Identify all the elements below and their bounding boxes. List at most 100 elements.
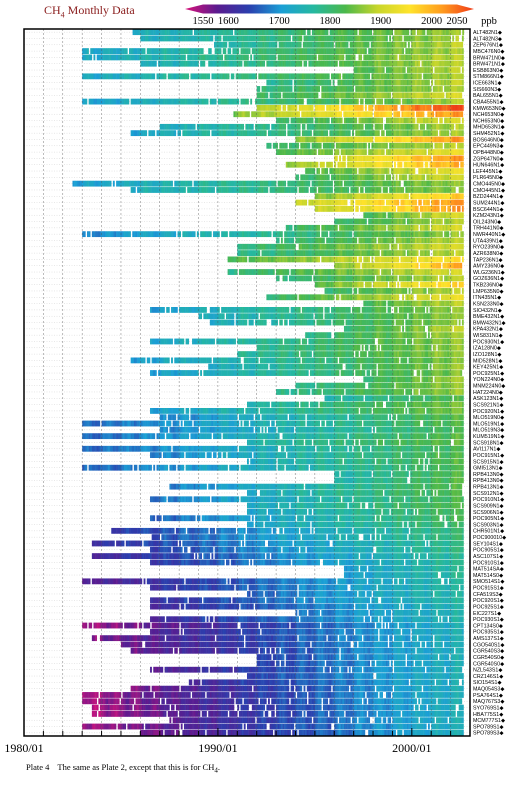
data-cell: [172, 54, 175, 61]
data-cell: [313, 123, 316, 130]
data-cell: [203, 98, 206, 105]
data-cell: [143, 35, 146, 42]
data-cell: [400, 136, 403, 143]
data-cell: [196, 98, 199, 105]
data-cell: [461, 105, 464, 111]
data-cell: [225, 123, 228, 130]
data-cell: [161, 123, 164, 130]
data-cell: [369, 67, 372, 73]
data-cell: [448, 168, 451, 174]
data-cell: [169, 123, 172, 130]
data-cell: [137, 29, 140, 36]
data-cell: [311, 123, 314, 130]
data-cell: [369, 218, 372, 225]
data-cell: [310, 86, 312, 92]
data-cell: [310, 224, 312, 231]
data-cell: [442, 243, 445, 250]
data-cell: [335, 73, 338, 80]
data-cell: [448, 174, 451, 181]
data-cell: [403, 111, 405, 118]
data-cell: [258, 73, 261, 80]
data-cell: [305, 86, 308, 92]
data-cell: [437, 136, 440, 143]
data-cell: [313, 142, 316, 149]
data-cell: [340, 224, 343, 231]
data-cell: [452, 193, 455, 200]
data-cell: [455, 92, 458, 99]
data-cell: [335, 149, 338, 155]
data-cell: [402, 206, 404, 212]
data-cell: [187, 123, 190, 130]
data-cell: [280, 35, 283, 42]
data-cell: [361, 73, 364, 80]
data-cell: [389, 92, 392, 99]
data-cell: [452, 149, 455, 155]
data-cell: [448, 92, 451, 99]
data-cell: [373, 231, 375, 238]
data-cell: [441, 111, 444, 118]
data-cell: [418, 161, 421, 168]
data-cell: [216, 29, 219, 36]
data-cell: [363, 92, 366, 99]
data-cell: [350, 92, 353, 99]
data-cell: [398, 168, 401, 174]
data-cell: [298, 54, 301, 61]
data-cell: [452, 123, 455, 130]
data-cell: [405, 35, 408, 42]
data-cell: [216, 73, 219, 80]
data-cell: [382, 199, 385, 206]
data-cell: [305, 130, 308, 137]
data-cell: [167, 35, 170, 42]
data-cell: [230, 54, 233, 61]
data-cell: [301, 98, 304, 105]
data-cell: [418, 212, 421, 219]
data-cell: [331, 29, 334, 36]
data-cell: [83, 54, 86, 61]
data-cell: [282, 130, 285, 137]
data-cell: [311, 149, 314, 155]
data-cell: [272, 73, 275, 80]
data-cell: [440, 206, 443, 212]
data-cell: [431, 168, 434, 174]
data-cell: [379, 224, 382, 231]
data-cell: [302, 41, 305, 48]
data-cell: [408, 105, 411, 111]
data-cell: [272, 48, 275, 54]
data-cell: [382, 224, 385, 231]
data-cell: [237, 123, 240, 130]
data-cell: [437, 105, 440, 111]
data-cell: [260, 111, 263, 118]
data-cell: [321, 161, 324, 168]
data-cell: [394, 168, 396, 174]
data-cell: [280, 231, 283, 238]
data-cell: [332, 243, 335, 250]
data-cell: [419, 149, 422, 155]
data-cell: [222, 180, 225, 187]
data-cell: [183, 187, 186, 193]
data-cell: [423, 237, 426, 244]
station-row: [314, 206, 464, 212]
data-cell: [347, 142, 350, 149]
data-cell: [305, 187, 308, 193]
data-cell: [340, 168, 343, 174]
data-cell: [429, 142, 432, 149]
data-cell: [316, 60, 319, 67]
data-cell: [332, 123, 335, 130]
data-cell: [339, 130, 341, 137]
data-cell: [437, 155, 440, 162]
data-cell: [266, 243, 269, 250]
data-cell: [119, 180, 122, 187]
data-cell: [322, 111, 325, 118]
data-cell: [300, 48, 303, 54]
data-cell: [314, 60, 317, 67]
data-cell: [313, 98, 316, 105]
data-cell: [297, 180, 299, 187]
data-cell: [461, 67, 464, 73]
data-cell: [362, 29, 364, 36]
data-cell: [389, 174, 392, 181]
data-cell: [411, 54, 414, 61]
data-cell: [156, 73, 159, 80]
data-cell: [447, 218, 450, 225]
data-cell: [429, 60, 432, 67]
data-cell: [374, 117, 377, 124]
